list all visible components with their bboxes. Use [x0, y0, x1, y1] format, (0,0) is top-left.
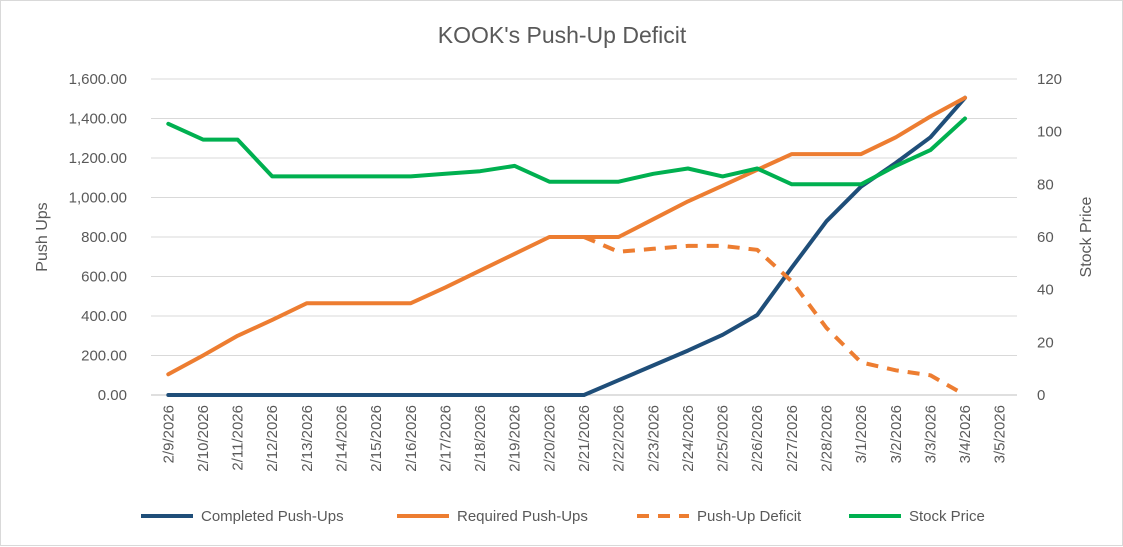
x-tick-label: 2/21/2026 [576, 405, 593, 472]
y2-tick-label: 0 [1037, 387, 1045, 404]
x-tick-label: 2/9/2026 [160, 405, 177, 463]
legend-label: Stock Price [909, 508, 985, 525]
series-line-stock-price [166, 116, 967, 187]
x-tick-label: 2/26/2026 [749, 405, 766, 472]
x-axis-ticks: 2/9/2026 2/10/2026 2/11/2026 2/12/2026 2/13/… [160, 405, 1008, 472]
x-tick-label: 2/14/2026 [334, 405, 351, 472]
x-tick-label: 2/18/2026 [472, 405, 489, 472]
y2-tick-label: 60 [1037, 229, 1054, 246]
x-tick-label: 2/20/2026 [541, 405, 558, 472]
chart-title: KOOK's Push-Up Deficit [438, 22, 687, 48]
legend-label: Completed Push-Ups [201, 508, 344, 525]
y-axis-right-title: Stock Price [1078, 196, 1095, 277]
y-axis-left-title: Push Ups [34, 202, 51, 271]
series-line-push-up-deficit [583, 235, 966, 397]
y2-tick-label: 40 [1037, 282, 1054, 299]
y-tick-label: 1,000.00 [69, 190, 127, 207]
x-tick-label: 2/25/2026 [715, 405, 732, 472]
y2-tick-label: 120 [1037, 71, 1062, 88]
y2-tick-label: 20 [1037, 334, 1054, 351]
legend-label: Push-Up Deficit [697, 508, 802, 525]
series-line-required-push-ups [166, 95, 967, 377]
x-tick-label: 3/1/2026 [853, 405, 870, 463]
y-tick-label: 1,600.00 [69, 71, 127, 88]
series-lines [166, 95, 967, 397]
x-tick-label: 3/3/2026 [922, 405, 939, 463]
y-tick-label: 1,400.00 [69, 111, 127, 128]
x-tick-label: 3/4/2026 [957, 405, 974, 463]
x-tick-label: 2/15/2026 [368, 405, 385, 472]
x-tick-label: 2/13/2026 [299, 405, 316, 472]
x-tick-label: 2/28/2026 [818, 405, 835, 472]
y-axis-left-ticks: 0.00 200.00 400.00 600.00 800.00 1,000.00 1,20… [69, 71, 127, 404]
x-tick-label: 2/12/2026 [264, 405, 281, 472]
y-tick-label: 400.00 [81, 308, 127, 325]
y-tick-label: 800.00 [81, 229, 127, 246]
x-tick-label: 2/22/2026 [611, 405, 628, 472]
y2-tick-label: 100 [1037, 124, 1062, 141]
y2-tick-label: 80 [1037, 176, 1054, 193]
x-tick-label: 2/16/2026 [403, 405, 420, 472]
legend-label: Required Push-Ups [457, 508, 588, 525]
y-tick-label: 600.00 [81, 269, 127, 286]
y-tick-label: 200.00 [81, 348, 127, 365]
x-tick-label: 2/27/2026 [784, 405, 801, 472]
x-tick-label: 3/2/2026 [888, 405, 905, 463]
x-tick-label: 2/19/2026 [507, 405, 524, 472]
x-tick-label: 3/5/2026 [992, 405, 1009, 463]
y-tick-label: 0.00 [98, 387, 127, 404]
x-tick-label: 2/23/2026 [645, 405, 662, 472]
x-tick-label: 2/10/2026 [195, 405, 212, 472]
y-axis-right-ticks: 0 20 40 60 80 100 120 [1037, 71, 1062, 404]
x-tick-label: 2/24/2026 [680, 405, 697, 472]
y-tick-label: 1,200.00 [69, 150, 127, 167]
x-tick-label: 2/11/2026 [230, 405, 247, 471]
x-tick-label: 2/17/2026 [437, 405, 454, 472]
series-line-completed-push-ups [166, 95, 967, 397]
legend: Completed Push-Ups Required Push-Ups Push-… [141, 508, 985, 525]
